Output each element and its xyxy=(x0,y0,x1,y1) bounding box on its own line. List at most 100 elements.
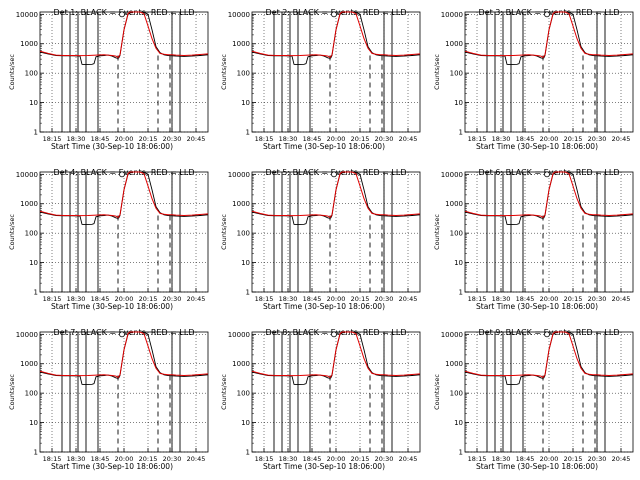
x-tick-label: 20:45 xyxy=(187,455,206,463)
y-axis-label: Counts/sec xyxy=(8,374,16,410)
y-axis-label: Counts/sec xyxy=(220,214,228,250)
lld-series-line xyxy=(251,331,421,379)
events-series-line xyxy=(39,171,209,226)
x-tick-label: 18:30 xyxy=(492,295,511,303)
x-axis-label: Start Time (30-Sep-10 18:06:00) xyxy=(51,302,173,311)
x-tick-label: 20:15 xyxy=(139,295,158,303)
y-tick-label: 1 xyxy=(34,289,38,297)
x-tick-label: 20:45 xyxy=(187,295,206,303)
x-tick-label: 18:15 xyxy=(468,135,487,143)
y-axis-label: Counts/sec xyxy=(433,54,441,90)
y-tick-label: 10 xyxy=(241,99,250,107)
events-series-line xyxy=(464,171,634,226)
x-tick-label: 20:00 xyxy=(327,135,346,143)
x-tick-label: 20:30 xyxy=(375,135,394,143)
x-tick-label: 20:00 xyxy=(115,455,134,463)
x-tick-label: 20:45 xyxy=(399,455,418,463)
x-tick-label: 20:15 xyxy=(564,295,583,303)
x-axis-label: Start Time (30-Sep-10 18:06:00) xyxy=(476,462,598,471)
x-tick-label: 20:00 xyxy=(540,135,559,143)
lld-series-line xyxy=(251,171,421,219)
x-tick-label: 20:45 xyxy=(612,455,631,463)
x-tick-label: 20:30 xyxy=(588,135,607,143)
x-tick-label: 18:15 xyxy=(43,455,62,463)
lld-series-line xyxy=(39,171,209,219)
y-tick-label: 10 xyxy=(241,419,250,427)
detector-panel-8: Det 8: BLACK = Events, RED = LLD11010010… xyxy=(220,328,421,471)
y-axis-label: Counts/sec xyxy=(8,54,16,90)
detector-panel-4: Det 4: BLACK = Events, RED = LLD11010010… xyxy=(8,168,209,311)
x-tick-label: 20:15 xyxy=(139,455,158,463)
lld-series-line xyxy=(39,11,209,59)
y-tick-label: 100 xyxy=(237,70,250,78)
x-tick-label: 20:00 xyxy=(540,295,559,303)
peak-circle-marker xyxy=(544,11,550,18)
x-tick-label: 20:00 xyxy=(540,455,559,463)
x-tick-label: 18:15 xyxy=(43,135,62,143)
y-tick-label: 10 xyxy=(454,259,463,267)
detector-panel-3: Det 3: BLACK = Events, RED = LLD11010010… xyxy=(433,8,634,151)
y-axis-label: Counts/sec xyxy=(220,54,228,90)
x-tick-label: 20:30 xyxy=(163,455,182,463)
x-tick-label: 18:45 xyxy=(91,455,110,463)
y-tick-label: 10000 xyxy=(441,331,463,339)
x-tick-label: 20:15 xyxy=(351,455,370,463)
y-tick-label: 10000 xyxy=(228,331,250,339)
x-tick-label: 18:45 xyxy=(91,135,110,143)
y-tick-label: 100 xyxy=(450,390,463,398)
x-tick-label: 18:30 xyxy=(279,295,298,303)
y-tick-label: 100 xyxy=(450,70,463,78)
x-tick-label: 18:30 xyxy=(67,295,86,303)
detector-panel-9: Det 9: BLACK = Events, RED = LLD11010010… xyxy=(433,328,634,471)
y-tick-label: 10 xyxy=(454,419,463,427)
y-tick-label: 10000 xyxy=(16,11,38,19)
x-tick-label: 20:45 xyxy=(612,295,631,303)
peak-circle-marker xyxy=(119,171,125,178)
events-series-line xyxy=(251,171,421,226)
x-tick-label: 18:45 xyxy=(516,295,535,303)
x-tick-label: 18:15 xyxy=(255,295,274,303)
y-tick-label: 1000 xyxy=(232,360,250,368)
x-tick-label: 18:15 xyxy=(468,455,487,463)
lld-series-line xyxy=(251,11,421,59)
y-tick-label: 100 xyxy=(237,230,250,238)
x-tick-label: 18:45 xyxy=(516,455,535,463)
detector-panel-7: Det 7: BLACK = Events, RED = LLD11010010… xyxy=(8,328,209,471)
x-tick-label: 18:30 xyxy=(492,135,511,143)
y-axis-label: Counts/sec xyxy=(433,214,441,250)
lld-series-line xyxy=(464,331,634,379)
detector-panel-2: Det 2: BLACK = Events, RED = LLD11010010… xyxy=(220,8,421,151)
x-tick-label: 20:45 xyxy=(399,135,418,143)
y-axis-label: Counts/sec xyxy=(433,374,441,410)
y-tick-label: 1000 xyxy=(445,200,463,208)
y-tick-label: 1 xyxy=(246,289,250,297)
y-tick-label: 1000 xyxy=(445,40,463,48)
x-tick-label: 18:30 xyxy=(67,455,86,463)
peak-circle-marker xyxy=(544,171,550,178)
x-tick-label: 18:45 xyxy=(91,295,110,303)
y-tick-label: 1000 xyxy=(232,40,250,48)
y-tick-label: 100 xyxy=(237,390,250,398)
y-tick-label: 100 xyxy=(25,390,38,398)
peak-circle-marker xyxy=(544,331,550,338)
y-tick-label: 10000 xyxy=(441,11,463,19)
events-series-line xyxy=(251,11,421,66)
x-tick-label: 20:30 xyxy=(588,455,607,463)
x-axis-label: Start Time (30-Sep-10 18:06:00) xyxy=(263,462,385,471)
detector-panel-5: Det 5: BLACK = Events, RED = LLD11010010… xyxy=(220,168,421,311)
lld-series-line xyxy=(464,171,634,219)
y-tick-label: 1 xyxy=(459,449,463,457)
y-axis-label: Counts/sec xyxy=(8,214,16,250)
y-tick-label: 10 xyxy=(454,99,463,107)
x-axis-label: Start Time (30-Sep-10 18:06:00) xyxy=(51,462,173,471)
x-tick-label: 18:45 xyxy=(516,135,535,143)
y-tick-label: 1 xyxy=(34,449,38,457)
y-tick-label: 10 xyxy=(241,259,250,267)
lld-series-line xyxy=(464,11,634,59)
y-tick-label: 1 xyxy=(246,449,250,457)
x-tick-label: 18:15 xyxy=(468,295,487,303)
x-tick-label: 20:45 xyxy=(187,135,206,143)
x-tick-label: 20:30 xyxy=(163,295,182,303)
peak-circle-marker xyxy=(119,11,125,18)
